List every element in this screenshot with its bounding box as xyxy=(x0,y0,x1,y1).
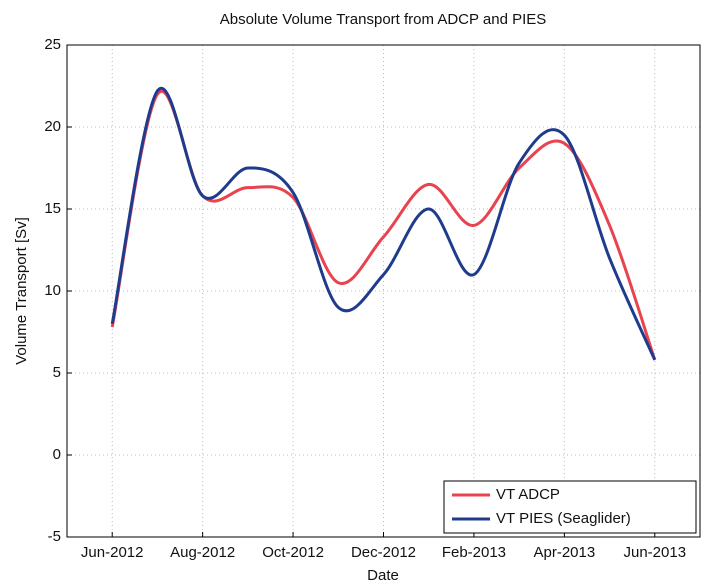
x-axis-label: Date xyxy=(367,567,399,584)
y-tick-label: 25 xyxy=(44,36,61,53)
x-tick-label: Dec-2012 xyxy=(351,544,416,561)
legend-label: VT PIES (Seaglider) xyxy=(496,510,631,527)
series-line xyxy=(110,86,657,361)
y-tick-label: 15 xyxy=(44,200,61,217)
legend-box xyxy=(443,480,697,534)
y-tick-label: 5 xyxy=(53,364,61,381)
plot-frame xyxy=(66,44,701,538)
x-tick-label: Oct-2012 xyxy=(262,544,324,561)
y-tick-label: 0 xyxy=(53,446,61,463)
y-tick-label: 10 xyxy=(44,282,61,299)
x-tick-label: Jun-2013 xyxy=(624,544,687,561)
x-tick-label: Aug-2012 xyxy=(170,544,235,561)
x-tick-label: Apr-2013 xyxy=(533,544,595,561)
x-tick-label: Feb-2013 xyxy=(442,544,506,561)
x-tick-label: Jun-2012 xyxy=(81,544,144,561)
y-axis-label: Volume Transport [Sv] xyxy=(13,217,30,365)
y-tick-label: -5 xyxy=(48,528,61,545)
chart-title: Absolute Volume Transport from ADCP and … xyxy=(220,11,547,28)
y-tick-label: 20 xyxy=(44,118,61,135)
legend-label: VT ADCP xyxy=(496,486,560,503)
